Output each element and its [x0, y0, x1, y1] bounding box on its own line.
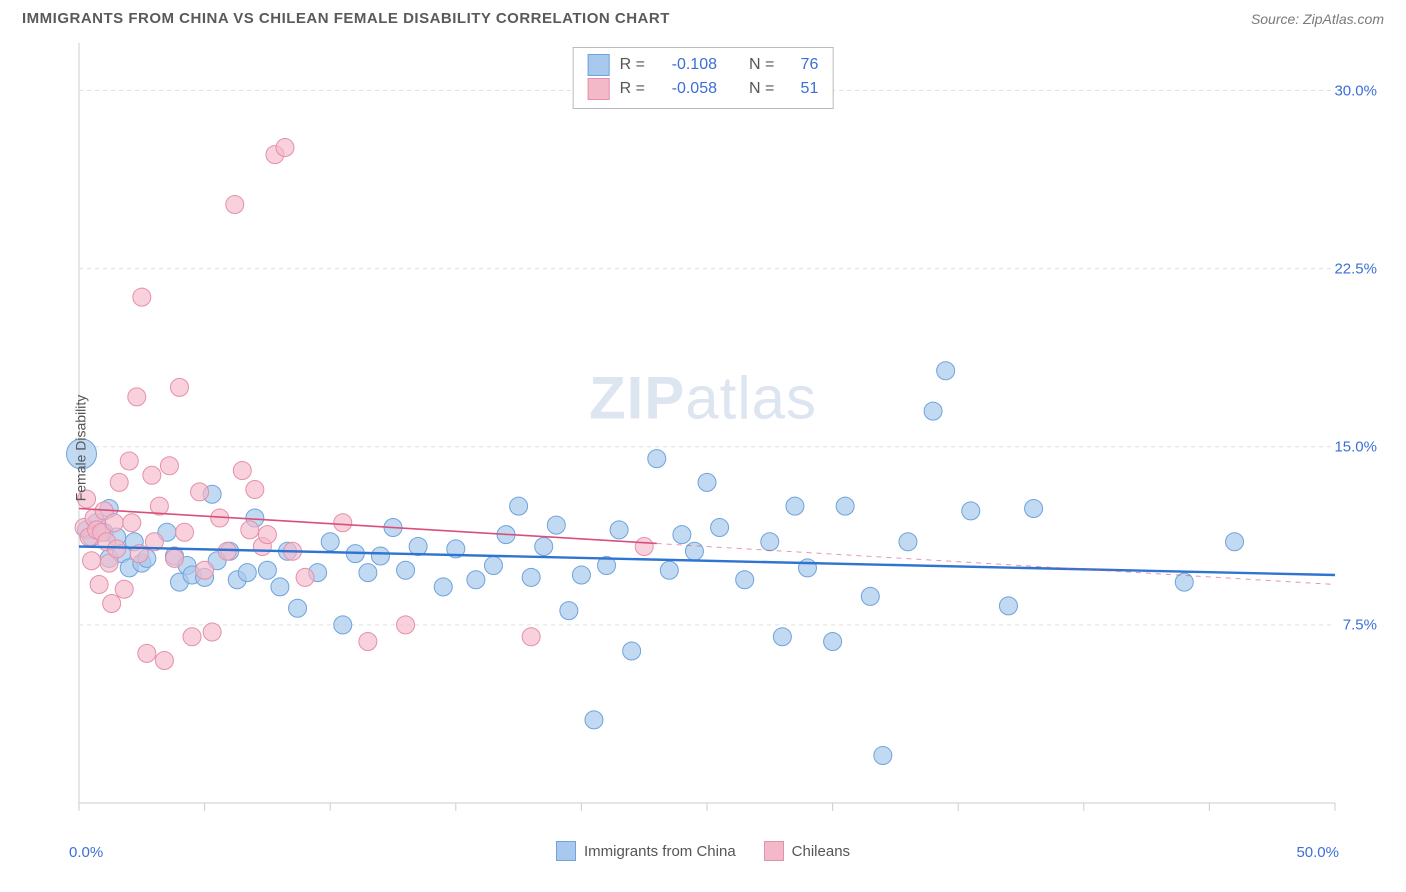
data-point — [83, 552, 101, 570]
data-point — [258, 561, 276, 579]
data-point — [623, 642, 641, 660]
legend-swatch — [764, 841, 784, 861]
data-point — [289, 599, 307, 617]
data-point — [547, 516, 565, 534]
legend-swatch — [556, 841, 576, 861]
data-point — [138, 644, 156, 662]
data-point — [786, 497, 804, 515]
legend-row: R =-0.108N =76 — [588, 54, 819, 76]
data-point — [736, 571, 754, 589]
data-point — [334, 616, 352, 634]
data-point — [899, 533, 917, 551]
data-point — [115, 580, 133, 598]
y-axis-label: Female Disability — [72, 395, 88, 502]
legend-label: Chileans — [792, 843, 850, 860]
data-point — [510, 497, 528, 515]
scatter-plot — [23, 33, 1383, 833]
data-point — [196, 561, 214, 579]
y-tick-label: 30.0% — [1334, 82, 1377, 99]
data-point — [660, 561, 678, 579]
legend-swatch — [588, 78, 610, 100]
chart-area: Female Disability ZIPatlas R =-0.108N =7… — [23, 33, 1383, 863]
data-point — [103, 595, 121, 613]
data-point — [90, 576, 108, 594]
series-legend: Immigrants from China Chileans — [23, 841, 1383, 861]
data-point — [999, 597, 1017, 615]
data-point — [861, 587, 879, 605]
data-point — [1226, 533, 1244, 551]
data-point — [176, 523, 194, 541]
data-point — [1025, 500, 1043, 518]
data-point — [585, 711, 603, 729]
source-label: Source: ZipAtlas.com — [1251, 11, 1384, 27]
legend-swatch — [588, 54, 610, 76]
data-point — [110, 473, 128, 491]
data-point — [191, 483, 209, 501]
legend-label: Immigrants from China — [584, 843, 736, 860]
data-point — [698, 473, 716, 491]
data-point — [434, 578, 452, 596]
data-point — [673, 526, 691, 544]
y-tick-label: 22.5% — [1334, 260, 1377, 277]
data-point — [170, 378, 188, 396]
data-point — [120, 452, 138, 470]
data-point — [238, 564, 256, 582]
data-point — [937, 362, 955, 380]
data-point — [105, 514, 123, 532]
data-point — [711, 519, 729, 537]
data-point — [924, 402, 942, 420]
chart-title: IMMIGRANTS FROM CHINA VS CHILEAN FEMALE … — [22, 10, 670, 27]
data-point — [836, 497, 854, 515]
data-point — [484, 557, 502, 575]
data-point — [773, 628, 791, 646]
data-point — [133, 288, 151, 306]
data-point — [610, 521, 628, 539]
data-point — [296, 568, 314, 586]
data-point — [359, 633, 377, 651]
data-point — [258, 526, 276, 544]
data-point — [560, 602, 578, 620]
data-point — [798, 559, 816, 577]
data-point — [241, 521, 259, 539]
data-point — [203, 623, 221, 641]
data-point — [334, 514, 352, 532]
data-point — [108, 540, 126, 558]
data-point — [535, 538, 553, 556]
data-point — [218, 542, 236, 560]
data-point — [397, 561, 415, 579]
data-point — [824, 633, 842, 651]
data-point — [183, 628, 201, 646]
data-point — [409, 538, 427, 556]
data-point — [160, 457, 178, 475]
data-point — [648, 450, 666, 468]
data-point — [962, 502, 980, 520]
data-point — [761, 533, 779, 551]
correlation-legend: R =-0.108N =76R =-0.058N =51 — [573, 47, 834, 109]
data-point — [371, 547, 389, 565]
data-point — [246, 481, 264, 499]
data-point — [467, 571, 485, 589]
data-point — [226, 196, 244, 214]
data-point — [155, 652, 173, 670]
data-point — [522, 568, 540, 586]
legend-item: Immigrants from China — [556, 841, 736, 861]
legend-item: Chileans — [764, 841, 850, 861]
legend-row: R =-0.058N =51 — [588, 78, 819, 100]
data-point — [271, 578, 289, 596]
data-point — [572, 566, 590, 584]
data-point — [359, 564, 377, 582]
data-point — [874, 747, 892, 765]
data-point — [233, 462, 251, 480]
data-point — [276, 139, 294, 157]
data-point — [522, 628, 540, 646]
data-point — [321, 533, 339, 551]
y-tick-label: 15.0% — [1334, 438, 1377, 455]
data-point — [165, 549, 183, 567]
data-point — [635, 538, 653, 556]
data-point — [143, 466, 161, 484]
data-point — [397, 616, 415, 634]
y-tick-label: 7.5% — [1343, 616, 1377, 633]
data-point — [123, 514, 141, 532]
data-point — [128, 388, 146, 406]
